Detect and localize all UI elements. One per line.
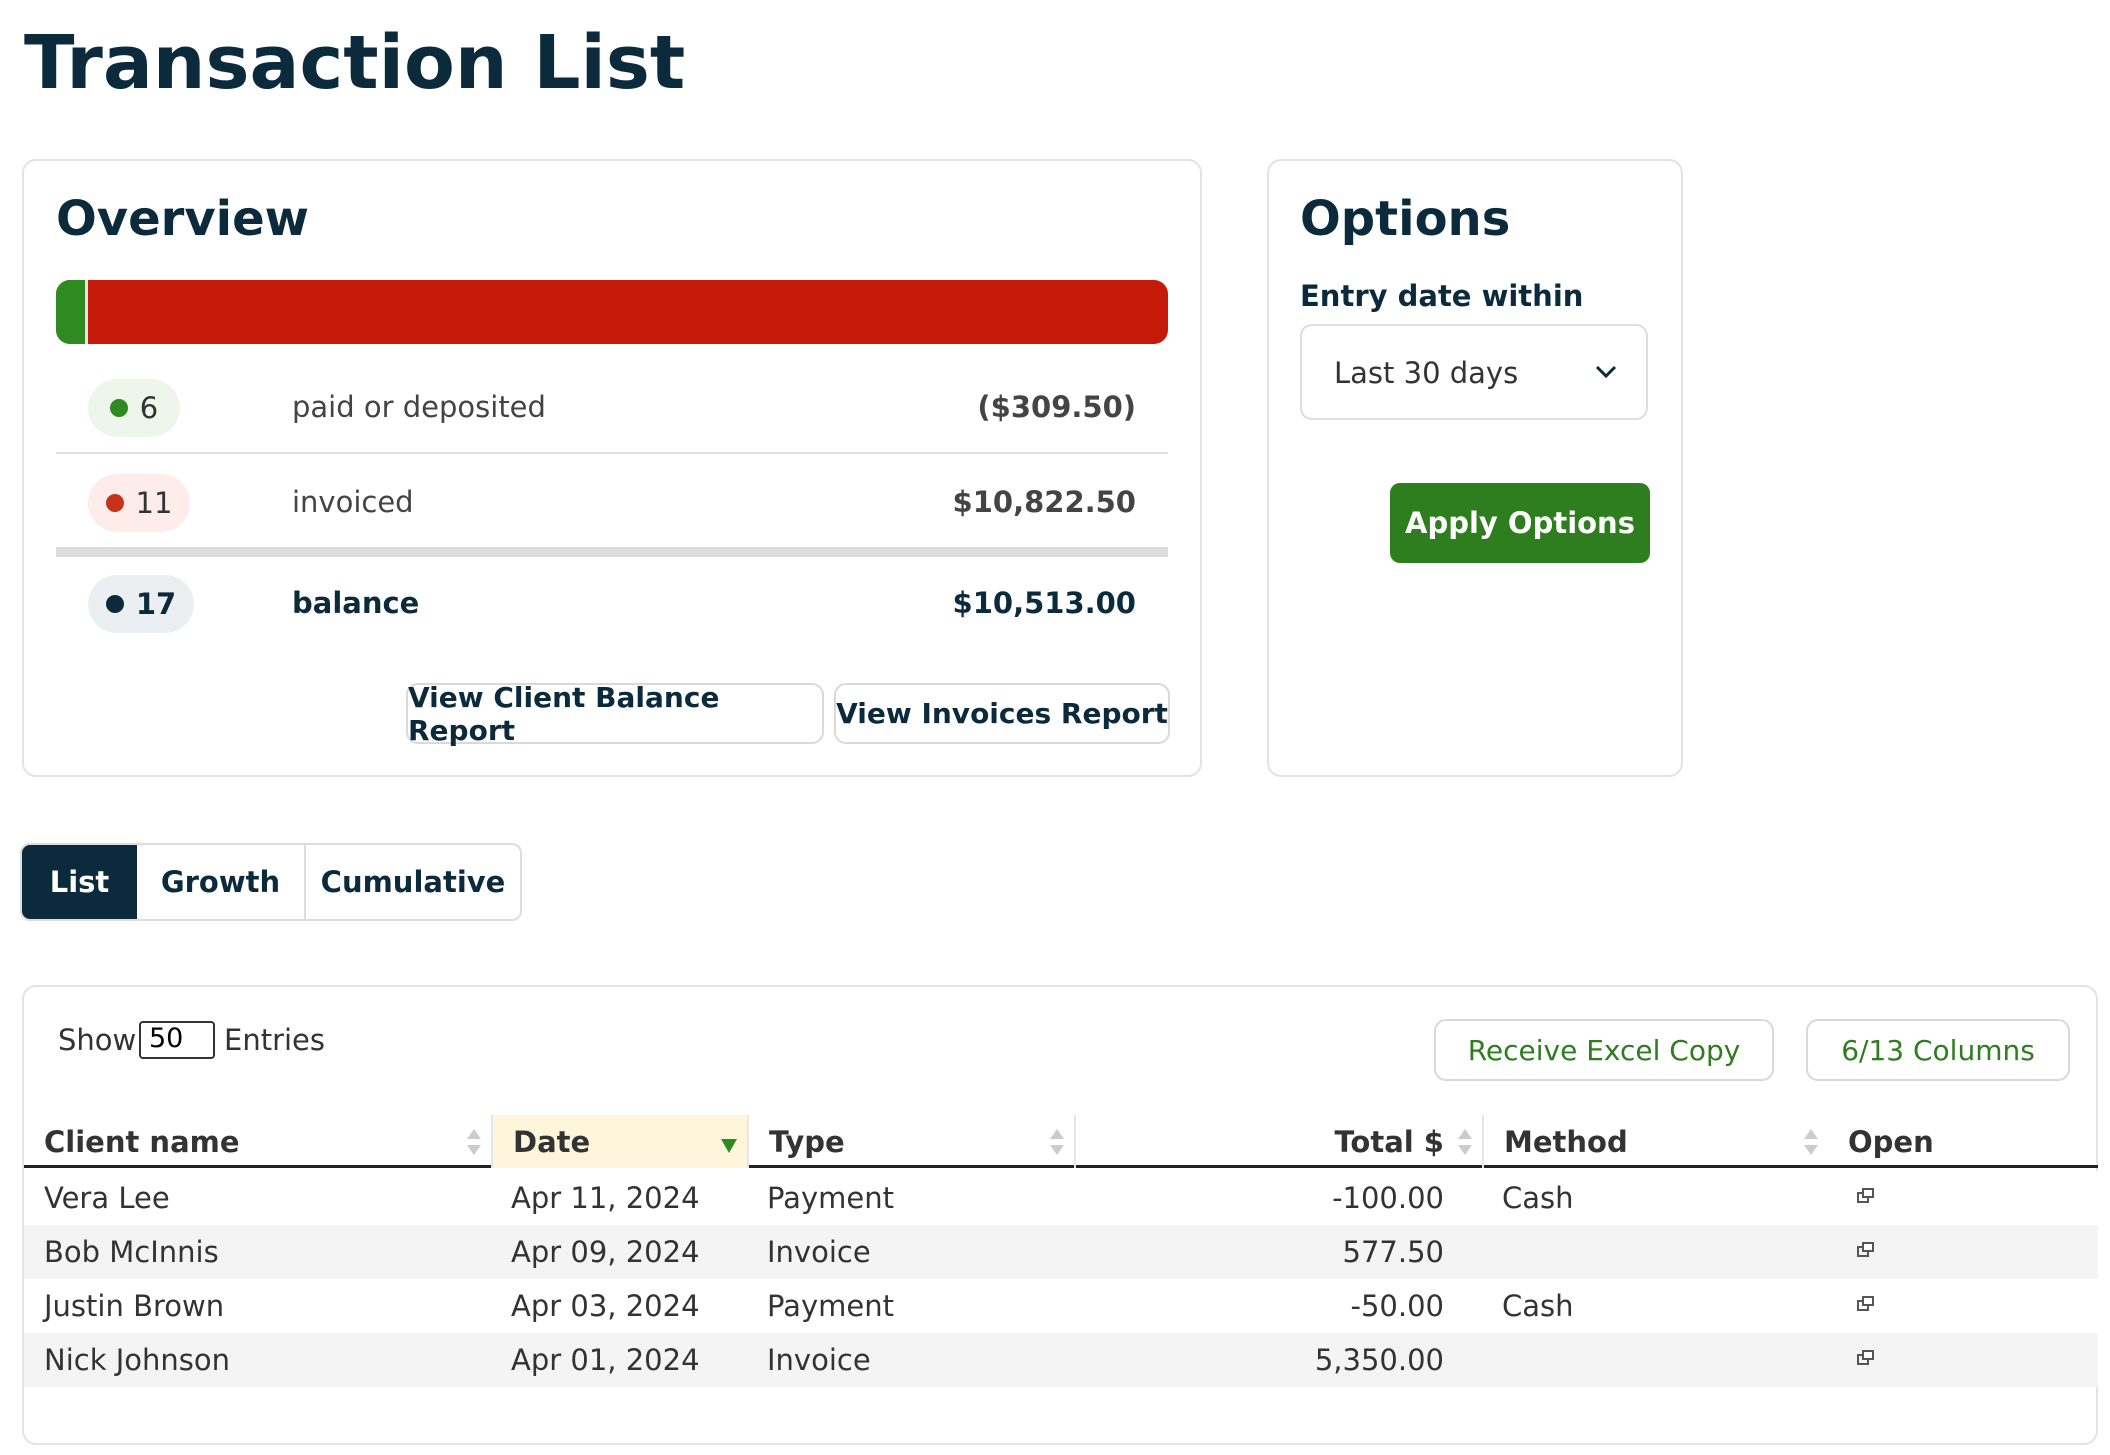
column-title: Type [769, 1124, 845, 1159]
status-dot [109, 399, 128, 417]
cell: 5,350.00 [1314, 1343, 1444, 1377]
tab[interactable]: Cumulative [320, 865, 506, 899]
row-label: paid or deposited [292, 390, 546, 424]
count-pill: 11 [88, 474, 190, 532]
balance-bar [56, 280, 1168, 344]
paid-segment [56, 280, 88, 344]
count-pill: 17 [88, 575, 194, 633]
table-row: Bob McInnis Apr 09, 2024 Invoice 577.50 [24, 1225, 2098, 1279]
options-title: Options [1300, 191, 1511, 247]
cell: Invoice [767, 1343, 871, 1377]
cell: 577.50 [1342, 1235, 1444, 1269]
cell: Cash [1502, 1181, 1574, 1215]
cell: -50.00 [1350, 1289, 1445, 1323]
date-select[interactable]: Last 30 days [1300, 324, 1648, 420]
cell: Apr 01, 2024 [511, 1343, 700, 1377]
cell: Cash [1502, 1289, 1574, 1323]
cell: Payment [767, 1181, 894, 1215]
options-card: Options Entry date within Last 30 days A… [1267, 159, 1683, 777]
column-title: Total $ [1334, 1124, 1444, 1159]
cell: Nick Johnson [44, 1343, 230, 1377]
cell: Vera Lee [44, 1181, 170, 1215]
header-cell: Open [1828, 1115, 2100, 1168]
row-label: balance [292, 586, 420, 620]
header-cell: Method [1482, 1115, 1828, 1168]
open-icon[interactable] [1856, 1295, 1876, 1313]
table-card: Show 50 Entries Receive Excel Copy 6/13 … [22, 985, 2098, 1445]
page-title: Transaction List [24, 20, 686, 106]
column-title: Open [1848, 1124, 1934, 1159]
tab[interactable]: Growth [137, 845, 306, 919]
select-value: Last 30 days [1334, 356, 1519, 390]
table-row: Vera Lee Apr 11, 2024 Payment -100.00 Cash [24, 1171, 2098, 1225]
sort-icon[interactable] [1804, 1127, 1818, 1157]
amount: ($309.50) [977, 390, 1136, 424]
table-row: Nick Johnson Apr 01, 2024 Invoice 5,350.00 [24, 1333, 2098, 1387]
sort-icon[interactable] [1458, 1127, 1472, 1157]
overview-card: Overview View Client Balance Report View… [22, 159, 1202, 777]
open-icon[interactable] [1856, 1349, 1876, 1367]
sort-icon[interactable] [1050, 1127, 1064, 1157]
amount: $10,822.50 [952, 485, 1136, 519]
table: Client name Date Type Total $ Method Open Vera… [24, 1115, 2098, 1455]
summary-row: 17 balance $10,513.00 [56, 572, 1168, 636]
entries-select[interactable]: 50 [139, 1021, 215, 1059]
header-cell: Date [491, 1115, 747, 1168]
cell: Apr 11, 2024 [511, 1181, 700, 1215]
status-dot [105, 595, 124, 613]
client-balance-button[interactable]: View Client Balance Report [406, 681, 824, 747]
table-row: Justin Brown Apr 03, 2024 Payment -50.00 Cas… [24, 1279, 2098, 1333]
apply-button[interactable]: Apply Options [1390, 483, 1650, 563]
tab[interactable]: List [22, 845, 137, 919]
summary-row: 6 paid or deposited ($309.50) [56, 376, 1168, 440]
cell: Apr 03, 2024 [511, 1289, 700, 1323]
header-row: Client name Date Type Total $ Method Open [24, 1115, 2098, 1168]
tabs: List Growth Cumulative [20, 843, 522, 921]
header-cell: Client name [24, 1115, 491, 1168]
column-title: Client name [44, 1124, 240, 1159]
chevron [1595, 365, 1617, 379]
count: 11 [135, 486, 173, 520]
cell: -100.00 [1332, 1181, 1444, 1215]
count: 6 [139, 391, 159, 425]
cell: Bob McInnis [44, 1235, 219, 1269]
cell: Payment [767, 1289, 894, 1323]
columns-button[interactable]: 6/13 Columns [1806, 1019, 2070, 1081]
overview-title: Overview [56, 191, 309, 247]
invoices-report-button[interactable]: View Invoices Report [834, 683, 1170, 744]
count: 17 [135, 587, 177, 621]
divider [56, 452, 1168, 454]
cell: Apr 09, 2024 [511, 1235, 700, 1269]
header-cell: Total $ [1074, 1115, 1482, 1168]
count-pill: 6 [88, 379, 180, 437]
show-label: Show [58, 1023, 137, 1057]
sort-icon[interactable] [721, 1139, 737, 1153]
divider [56, 547, 1168, 557]
entries-label: Entries [224, 1023, 326, 1057]
row-label: invoiced [292, 485, 414, 519]
page: Transaction List Overview View Client Ba… [20, 20, 2098, 1445]
cell: Invoice [767, 1235, 871, 1269]
field-label: Entry date within [1300, 279, 1584, 313]
cell: Justin Brown [44, 1289, 225, 1323]
column-title: Method [1504, 1124, 1628, 1159]
amount: $10,513.00 [952, 586, 1136, 620]
column-title: Date [513, 1124, 591, 1159]
summary-row: 11 invoiced $10,822.50 [56, 471, 1168, 535]
open-icon[interactable] [1856, 1187, 1876, 1205]
sort-icon[interactable] [467, 1127, 481, 1157]
status-dot [105, 494, 124, 512]
open-icon[interactable] [1856, 1241, 1876, 1259]
excel-button[interactable]: Receive Excel Copy [1434, 1019, 1774, 1081]
header-cell: Type [747, 1115, 1074, 1168]
